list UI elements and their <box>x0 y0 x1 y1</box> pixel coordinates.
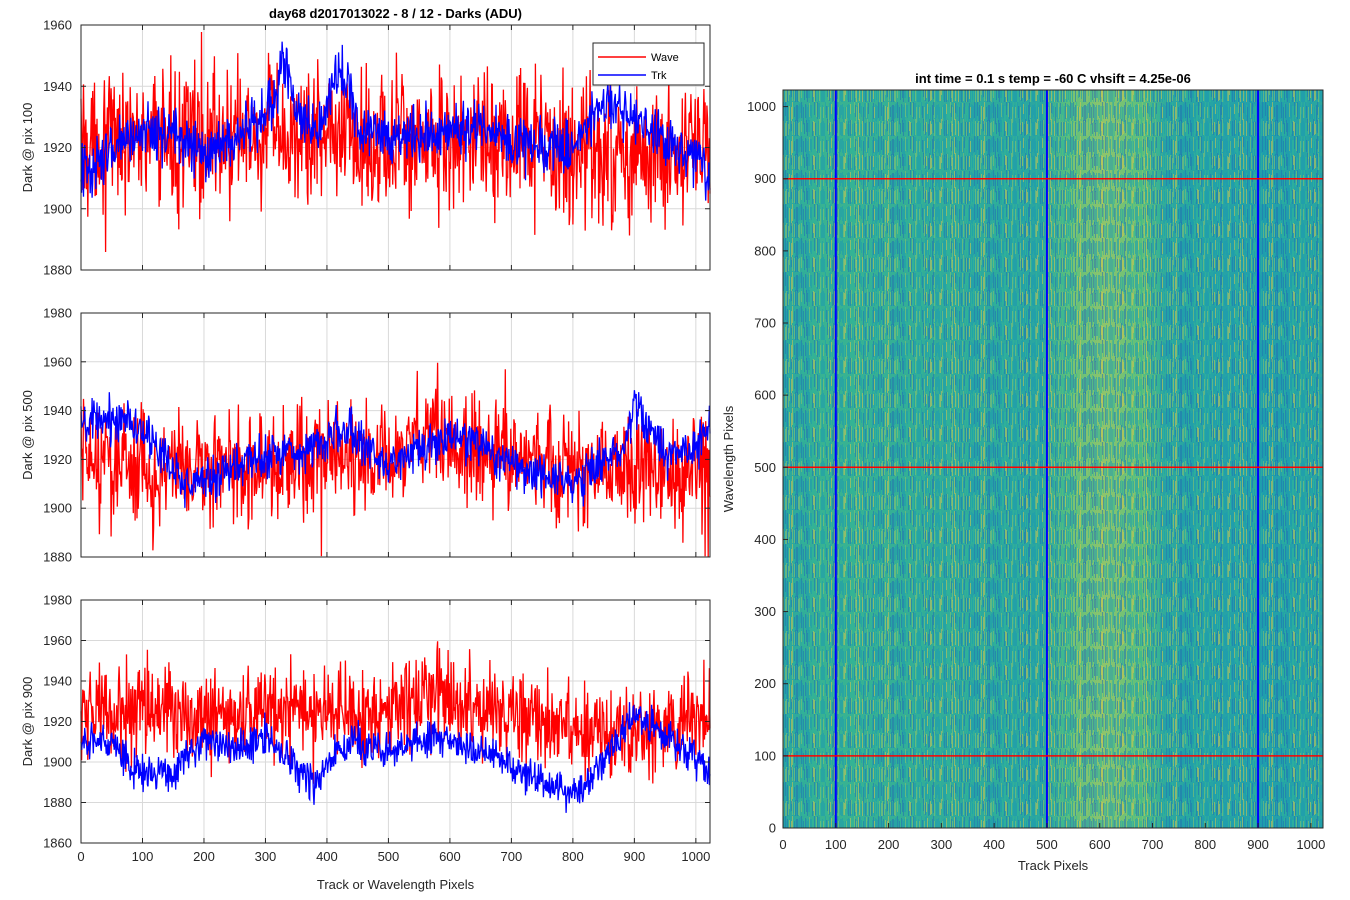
y-tick-label: 400 <box>754 532 776 547</box>
x-tick-label: 800 <box>1194 837 1216 852</box>
y-tick-label: 1920 <box>43 714 72 729</box>
x-tick-label: 100 <box>825 837 847 852</box>
y-tick-label: 1000 <box>747 99 776 114</box>
y-tick-label: 1940 <box>43 79 72 94</box>
x-tick-label: 1000 <box>681 849 710 864</box>
y-tick-label: 1980 <box>43 593 72 608</box>
y-tick-label: 1900 <box>43 501 72 516</box>
y-tick-label: 1880 <box>43 795 72 810</box>
legend: Wave Trk <box>592 42 705 86</box>
y-tick-label: 1960 <box>43 18 72 33</box>
x-tick-label: 400 <box>316 849 338 864</box>
y-tick-label: 800 <box>754 243 776 258</box>
y-tick-label: 1980 <box>43 306 72 321</box>
x-tick-label: 100 <box>132 849 154 864</box>
heatmap-x-axis-label: Track Pixels <box>1018 858 1089 873</box>
x-tick-label: 900 <box>1247 837 1269 852</box>
series-line-wave <box>80 31 711 253</box>
x-tick-label: 0 <box>77 849 84 864</box>
y-tick-label: 600 <box>754 388 776 403</box>
x-tick-label: 600 <box>439 849 461 864</box>
x-tick-label: 700 <box>501 849 523 864</box>
x-tick-label: 600 <box>1089 837 1111 852</box>
y-tick-label: 1920 <box>43 452 72 467</box>
y-tick-label: 1940 <box>43 674 72 689</box>
line-plot-2: 1880 1900 1920 1940 1960 1980 Dark @ pix 500 <box>20 306 711 565</box>
y-tick-label: 1960 <box>43 633 72 648</box>
y-tick-label: 1880 <box>43 550 72 565</box>
y-axis-label: Dark @ pix 100 <box>20 103 35 193</box>
axis-box <box>782 89 1324 829</box>
x-tick-label: 0 <box>779 837 786 852</box>
heatmap-plot: 0 100 200 300 400 500 600 700 800 900 1000 0 100 200 3… <box>721 71 1325 873</box>
y-tick-label: 900 <box>754 171 776 186</box>
legend-label-trk: Trk <box>651 70 667 82</box>
x-tick-label: 700 <box>1142 837 1164 852</box>
x-tick-label: 200 <box>878 837 900 852</box>
heatmap-title: int time = 0.1 s temp = -60 C vhsift = 4… <box>915 71 1191 86</box>
y-tick-label: 300 <box>754 604 776 619</box>
figure-title: day68 d2017013022 - 8 / 12 - Darks (ADU) <box>269 6 522 21</box>
y-tick-label: 1920 <box>43 140 72 155</box>
y-tick-label: 0 <box>769 821 776 836</box>
legend-label-wave: Wave <box>651 52 679 64</box>
y-tick-label: 1880 <box>43 263 72 278</box>
axis-box <box>80 312 711 558</box>
y-tick-label: 700 <box>754 316 776 331</box>
x-tick-label: 1000 <box>1296 837 1325 852</box>
x-tick-label: 500 <box>1036 837 1058 852</box>
y-tick-label: 1900 <box>43 201 72 216</box>
y-tick-label: 1900 <box>43 755 72 770</box>
heatmap-texture <box>783 90 1323 828</box>
x-tick-label: 500 <box>378 849 400 864</box>
y-tick-label: 1860 <box>43 836 72 851</box>
heatmap-y-axis-label: Wavelength Pixels <box>721 405 736 512</box>
y-tick-label: 200 <box>754 676 776 691</box>
series-line-trk <box>80 390 711 508</box>
y-tick-label: 1940 <box>43 403 72 418</box>
line-plot-3: 0 100 200 300 400 500 600 700 800 900 1000 1860 1880… <box>20 593 711 864</box>
y-tick-label: 1960 <box>43 354 72 369</box>
y-tick-label: 500 <box>754 460 776 475</box>
x-tick-label: 400 <box>983 837 1005 852</box>
x-axis-label: Track or Wavelength Pixels <box>317 877 475 892</box>
x-tick-label: 300 <box>255 849 277 864</box>
x-tick-label: 800 <box>562 849 584 864</box>
series-line-trk <box>80 702 711 813</box>
legend-box <box>592 42 705 86</box>
y-axis-label: Dark @ pix 500 <box>20 390 35 480</box>
x-tick-label: 300 <box>931 837 953 852</box>
series-line-trk <box>80 41 711 201</box>
x-tick-label: 900 <box>624 849 646 864</box>
y-tick-label: 100 <box>754 748 776 763</box>
series-line-wave <box>80 641 711 784</box>
x-tick-label: 200 <box>193 849 215 864</box>
y-axis-label: Dark @ pix 900 <box>20 677 35 767</box>
